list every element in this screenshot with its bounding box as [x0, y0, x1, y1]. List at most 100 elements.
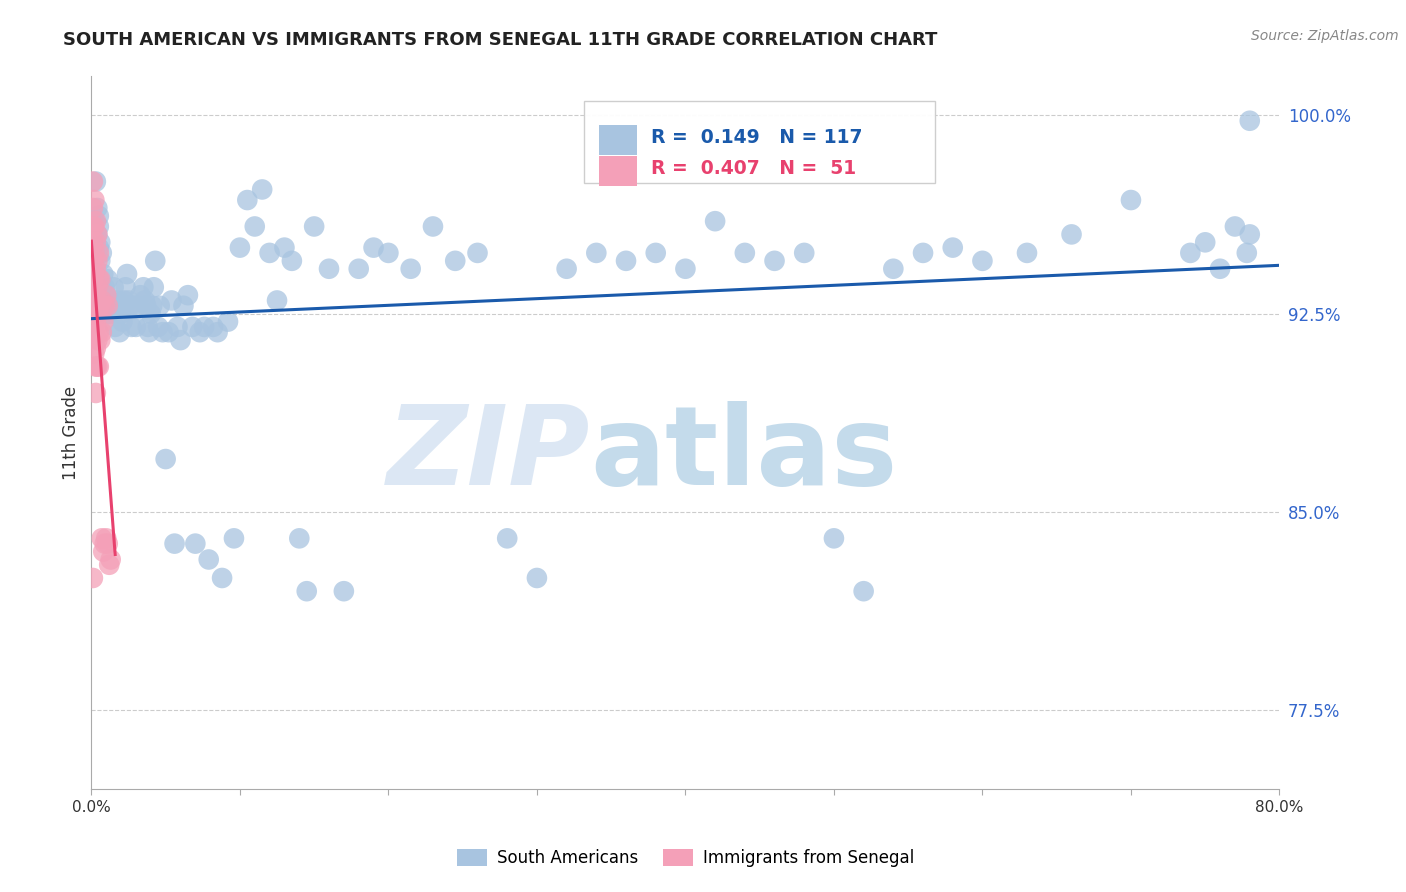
Point [97, 299, 120, 313]
Point [87, 359, 110, 374]
Point [377, 246, 399, 260]
Point [266, 293, 288, 308]
Point [125, 319, 148, 334]
Point [202, 319, 225, 334]
Point [273, 241, 295, 255]
Point [166, 319, 188, 334]
Point [222, 532, 245, 546]
Point [229, 241, 252, 255]
Point [295, 584, 318, 599]
Point [1236, 246, 1258, 260]
Point [98, 293, 121, 308]
Point [117, 293, 139, 308]
Point [1194, 235, 1216, 250]
Point [82, 219, 104, 234]
Point [84, 359, 107, 374]
Point [644, 246, 666, 260]
Point [82, 288, 104, 302]
Point [89, 235, 111, 250]
Point [100, 307, 122, 321]
Point [91, 315, 114, 329]
Point [142, 280, 165, 294]
Point [143, 253, 166, 268]
Point [911, 246, 934, 260]
Point [83, 325, 105, 339]
Point [86, 253, 108, 268]
Point [104, 319, 127, 334]
Point [852, 584, 875, 599]
Point [163, 536, 186, 550]
Bar [599, 156, 637, 186]
Point [94, 536, 117, 550]
Point [250, 182, 273, 196]
Point [90, 246, 112, 260]
Text: atlas: atlas [591, 401, 898, 508]
Point [83, 288, 105, 302]
Point [100, 552, 122, 566]
Point [83, 219, 105, 234]
Point [97, 536, 120, 550]
Point [136, 319, 159, 334]
Point [96, 288, 118, 302]
Point [444, 253, 467, 268]
Point [84, 235, 107, 250]
Point [122, 299, 145, 313]
Legend: South Americans, Immigrants from Senegal: South Americans, Immigrants from Senegal [450, 842, 921, 874]
Point [1223, 219, 1246, 234]
Point [111, 315, 134, 329]
Point [87, 219, 110, 234]
Point [87, 299, 110, 313]
Point [127, 299, 149, 313]
Point [614, 253, 637, 268]
Bar [599, 125, 637, 155]
Point [184, 536, 207, 550]
Point [1239, 113, 1261, 128]
Point [83, 267, 105, 281]
Point [84, 288, 107, 302]
Point [197, 552, 219, 566]
Point [103, 280, 125, 294]
Point [86, 359, 108, 374]
Point [83, 307, 105, 321]
Point [84, 214, 107, 228]
Text: R =  0.407   N =  51: R = 0.407 N = 51 [651, 159, 856, 178]
Point [972, 253, 994, 268]
Point [87, 325, 110, 339]
Point [83, 246, 105, 260]
Point [90, 532, 112, 546]
Point [149, 299, 172, 313]
Point [181, 319, 204, 334]
Point [96, 288, 118, 302]
Point [96, 307, 118, 321]
Point [132, 280, 155, 294]
Point [467, 246, 489, 260]
Point [763, 253, 786, 268]
Point [96, 532, 118, 546]
Point [121, 319, 143, 334]
Text: ZIP: ZIP [387, 401, 591, 508]
Point [114, 280, 136, 294]
Point [112, 293, 135, 308]
Point [86, 227, 108, 242]
Point [89, 299, 111, 313]
Point [1209, 261, 1232, 276]
Text: SOUTH AMERICAN VS IMMIGRANTS FROM SENEGAL 11TH GRADE CORRELATION CHART: SOUTH AMERICAN VS IMMIGRANTS FROM SENEGA… [63, 31, 938, 49]
Point [94, 299, 117, 313]
Point [1060, 227, 1083, 242]
Point [84, 175, 107, 189]
Point [91, 544, 114, 558]
Point [823, 532, 845, 546]
Point [135, 299, 157, 313]
Point [942, 241, 965, 255]
Point [1015, 246, 1038, 260]
Point [82, 253, 104, 268]
Text: R =  0.149   N = 117: R = 0.149 N = 117 [651, 128, 862, 147]
Point [82, 175, 104, 189]
Point [882, 261, 904, 276]
Point [704, 214, 727, 228]
Point [90, 325, 112, 339]
Point [98, 558, 121, 572]
Point [87, 246, 110, 260]
Point [89, 333, 111, 347]
Point [87, 272, 110, 286]
